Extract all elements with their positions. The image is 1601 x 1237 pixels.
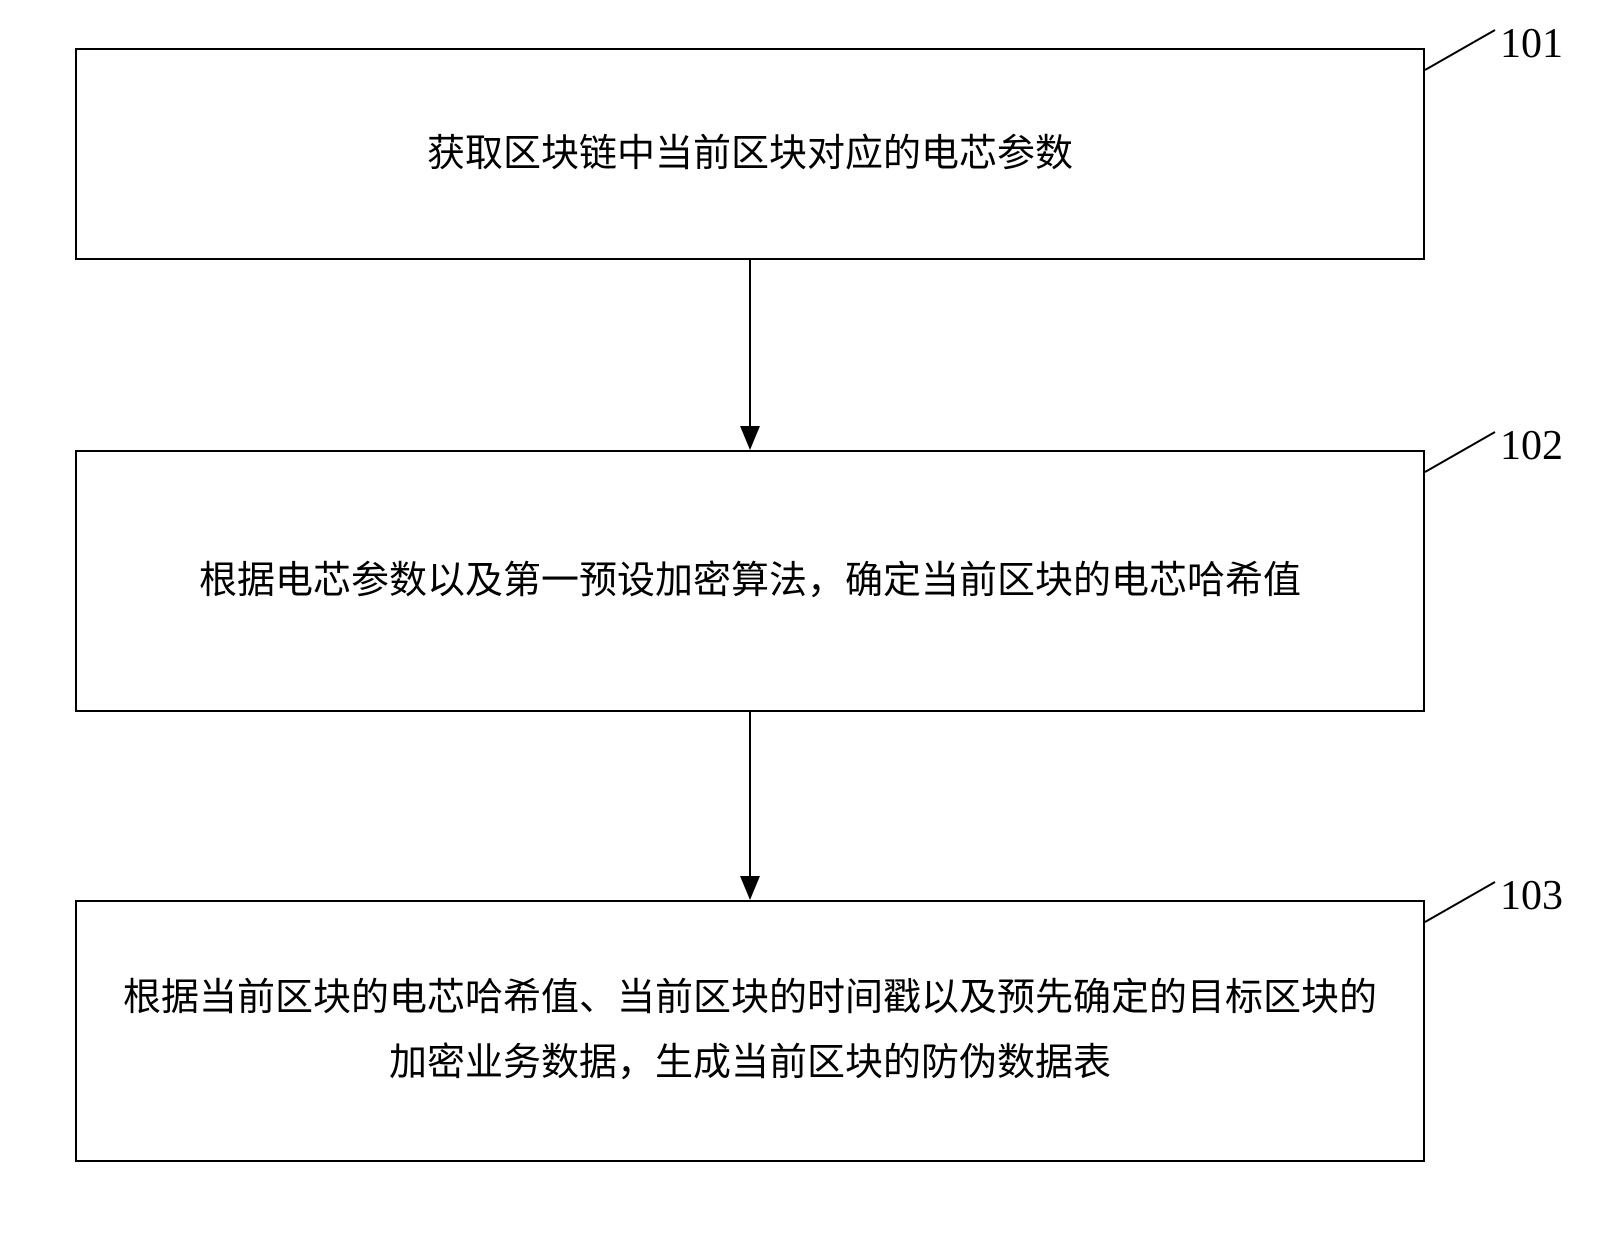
flow-node-3-text: 根据当前区块的电芯哈希值、当前区块的时间戳以及预先确定的目标区块的加密业务数据，… [117,966,1383,1095]
flow-node-1: 获取区块链中当前区块对应的电芯参数 [75,48,1425,260]
label-text-3: 103 [1500,873,1563,919]
flow-node-1-label: 101 [1500,20,1563,68]
label-text-2: 102 [1500,423,1563,469]
leader-3 [1425,882,1495,922]
label-text-1: 101 [1500,21,1563,67]
flow-node-2-text: 根据电芯参数以及第一预设加密算法，确定当前区块的电芯哈希值 [199,549,1301,614]
flowchart-canvas: 获取区块链中当前区块对应的电芯参数 101 根据电芯参数以及第一预设加密算法，确… [0,0,1601,1237]
flow-node-2: 根据电芯参数以及第一预设加密算法，确定当前区块的电芯哈希值 [75,450,1425,712]
flow-node-3: 根据当前区块的电芯哈希值、当前区块的时间戳以及预先确定的目标区块的加密业务数据，… [75,900,1425,1162]
flow-node-2-label: 102 [1500,422,1563,470]
leader-1 [1425,30,1495,70]
flow-node-3-label: 103 [1500,872,1563,920]
flow-node-1-text: 获取区块链中当前区块对应的电芯参数 [427,122,1073,187]
leader-2 [1425,432,1495,472]
